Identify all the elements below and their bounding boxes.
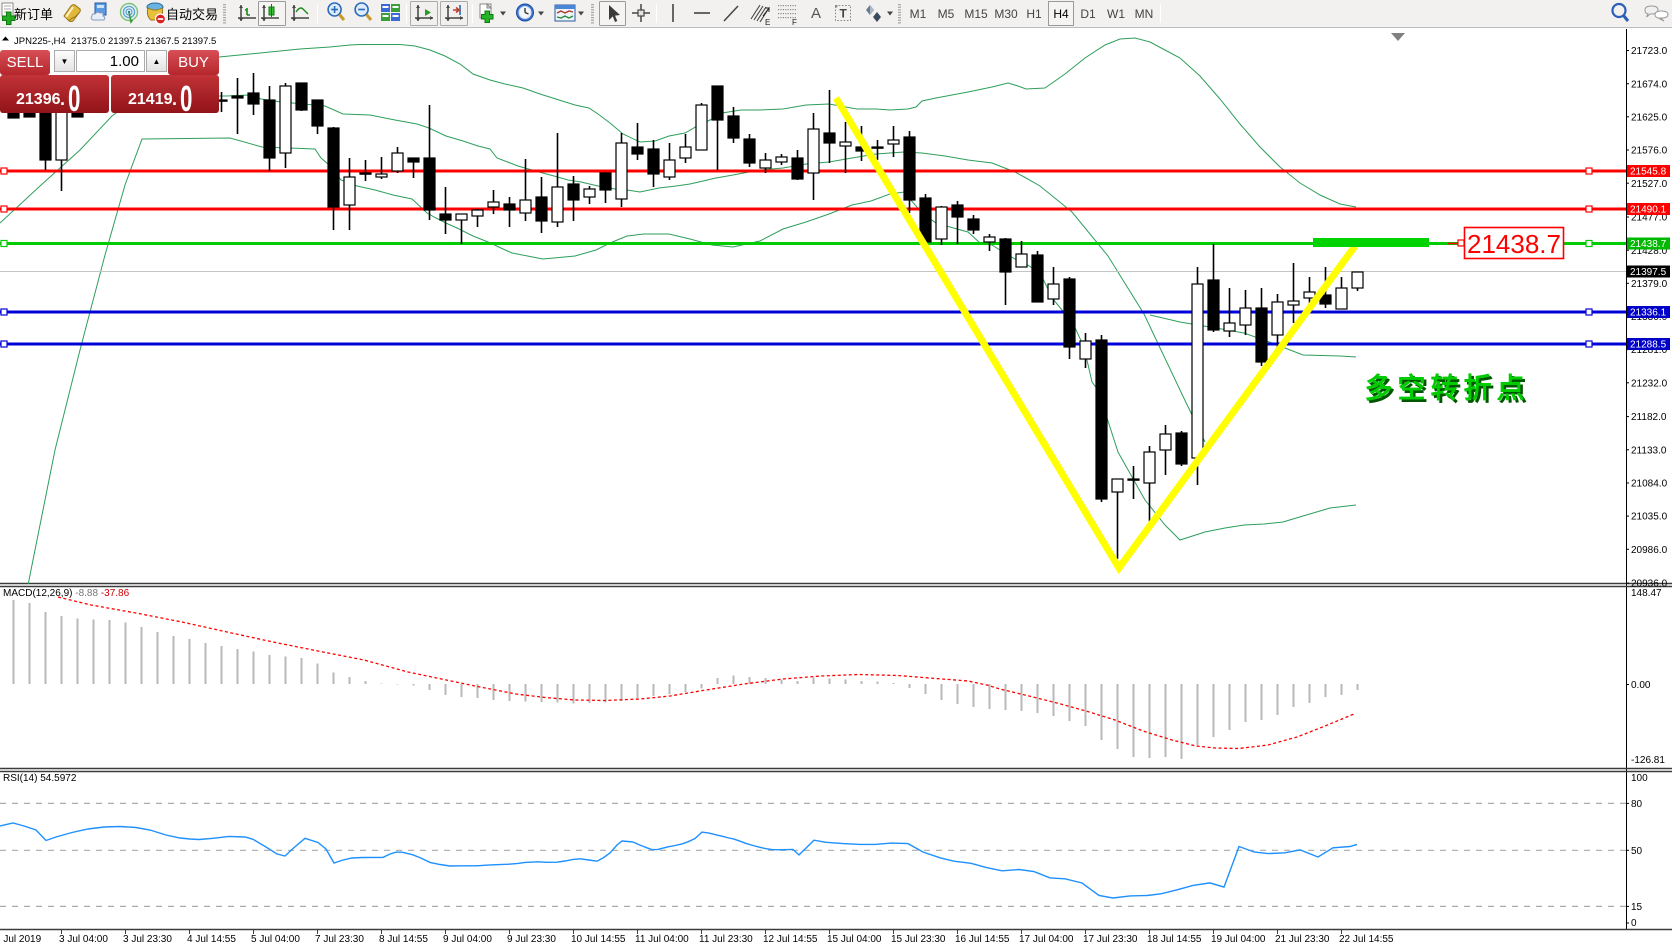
svg-text:16 Jul 14:55: 16 Jul 14:55: [955, 934, 1010, 945]
svg-text:21438.7: 21438.7: [1630, 239, 1667, 250]
svg-text:21379.0: 21379.0: [1631, 279, 1668, 290]
svg-text:4 Jul 14:55: 4 Jul 14:55: [187, 934, 236, 945]
svg-text:21281.0: 21281.0: [1631, 345, 1668, 356]
svg-text:F: F: [792, 18, 797, 27]
svg-text:0: 0: [1631, 918, 1637, 929]
svg-text:12 Jul 14:55: 12 Jul 14:55: [763, 934, 818, 945]
svg-text:多空转折点: 多空转折点: [1367, 374, 1532, 406]
svg-text:21084.0: 21084.0: [1631, 479, 1668, 490]
svg-text:T: T: [840, 7, 848, 21]
svg-text:MACD(12,26,9) -8.88 -37.86: MACD(12,26,9) -8.88 -37.86: [3, 588, 130, 599]
svg-text:21490.1: 21490.1: [1630, 205, 1667, 216]
svg-text:21576.0: 21576.0: [1631, 146, 1668, 157]
svg-text:21232.0: 21232.0: [1631, 378, 1668, 389]
svg-text:E: E: [765, 18, 770, 27]
svg-text:21336.1: 21336.1: [1630, 308, 1667, 319]
svg-text:8 Jul 14:55: 8 Jul 14:55: [379, 934, 428, 945]
svg-text:21723.0: 21723.0: [1631, 46, 1668, 57]
svg-text:21428.0: 21428.0: [1631, 246, 1668, 257]
svg-text:21397.5: 21397.5: [1630, 267, 1667, 278]
svg-text:21625.0: 21625.0: [1631, 112, 1668, 123]
svg-text:21477.0: 21477.0: [1631, 213, 1668, 224]
svg-text:20936.0: 20936.0: [1631, 579, 1668, 590]
svg-text:15 Jul 04:00: 15 Jul 04:00: [827, 934, 882, 945]
svg-text:RSI(14) 54.5972: RSI(14) 54.5972: [3, 773, 77, 784]
svg-text:21438.7: 21438.7: [1467, 229, 1561, 259]
svg-text:17 Jul 04:00: 17 Jul 04:00: [1019, 934, 1074, 945]
svg-text:9 Jul 04:00: 9 Jul 04:00: [443, 934, 492, 945]
svg-text:80: 80: [1631, 799, 1643, 810]
svg-text:7 Jul 23:30: 7 Jul 23:30: [315, 934, 364, 945]
svg-text:-126.81: -126.81: [1631, 755, 1665, 766]
svg-text:0.00: 0.00: [1631, 680, 1651, 691]
svg-text:11 Jul 04:00: 11 Jul 04:00: [635, 934, 689, 945]
svg-text:21035.0: 21035.0: [1631, 512, 1668, 523]
svg-text:100: 100: [1631, 773, 1648, 784]
svg-text:10 Jul 14:55: 10 Jul 14:55: [571, 934, 626, 945]
svg-text:3 Jul 04:00: 3 Jul 04:00: [59, 934, 108, 945]
svg-text:21133.0: 21133.0: [1631, 445, 1667, 456]
svg-text:15: 15: [1631, 902, 1643, 913]
svg-text:多空转折点: 多空转折点: [1365, 372, 1530, 404]
svg-text:11 Jul 23:30: 11 Jul 23:30: [699, 934, 753, 945]
svg-text:148.47: 148.47: [1631, 588, 1662, 599]
svg-text:9 Jul 23:30: 9 Jul 23:30: [507, 934, 556, 945]
svg-text:22 Jul 14:55: 22 Jul 14:55: [1339, 934, 1394, 945]
svg-text:21182.0: 21182.0: [1631, 412, 1667, 423]
svg-text:50: 50: [1631, 846, 1643, 857]
svg-text:2 Jul 2019: 2 Jul 2019: [0, 934, 42, 945]
svg-text:JPN225-,H4 21375.0 21397.5 21: JPN225-,H4 21375.0 21397.5 21367.5 21397…: [14, 36, 216, 47]
svg-text:3 Jul 23:30: 3 Jul 23:30: [123, 934, 172, 945]
svg-text:21545.8: 21545.8: [1630, 167, 1667, 178]
svg-text:15 Jul 23:30: 15 Jul 23:30: [891, 934, 946, 945]
svg-text:21527.0: 21527.0: [1631, 179, 1668, 190]
svg-text:18 Jul 14:55: 18 Jul 14:55: [1147, 934, 1202, 945]
svg-text:21674.0: 21674.0: [1631, 79, 1668, 90]
svg-text:5 Jul 04:00: 5 Jul 04:00: [251, 934, 300, 945]
svg-text:19 Jul 04:00: 19 Jul 04:00: [1211, 934, 1266, 945]
svg-text:21 Jul 23:30: 21 Jul 23:30: [1275, 934, 1330, 945]
svg-text:20986.0: 20986.0: [1631, 545, 1668, 556]
svg-text:17 Jul 23:30: 17 Jul 23:30: [1083, 934, 1138, 945]
svg-text:21288.5: 21288.5: [1630, 340, 1667, 351]
